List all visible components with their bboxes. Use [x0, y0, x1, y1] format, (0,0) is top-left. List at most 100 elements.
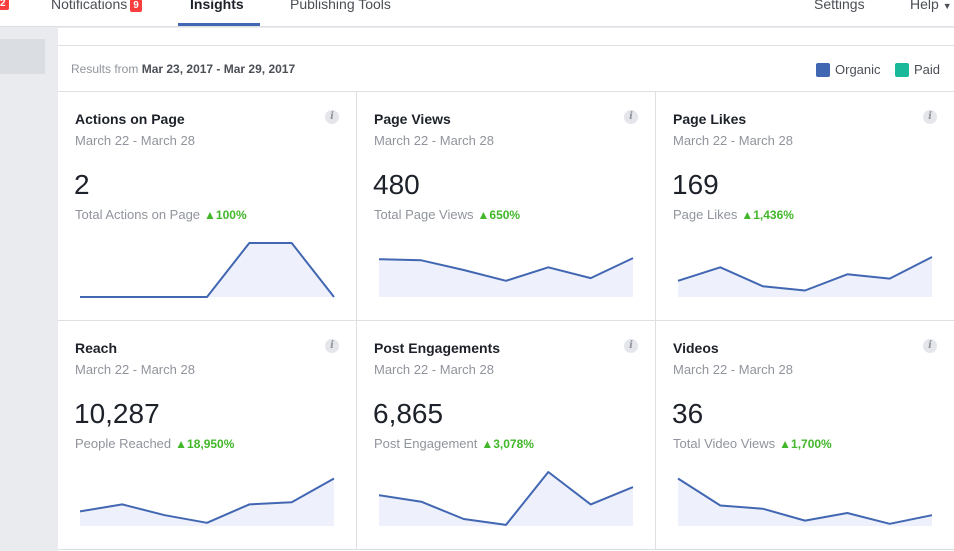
card-value: 169 — [672, 169, 719, 200]
sparkline-organic-line — [378, 471, 634, 526]
trend-change-value: 100% — [215, 208, 247, 222]
info-icon[interactable]: i — [923, 339, 937, 353]
help-menu[interactable]: Help ▼ — [910, 0, 952, 12]
legend-organic-label: Organic — [835, 62, 881, 77]
trend-change: ▲100% — [204, 208, 247, 222]
insights-overview-panel: Results from Mar 23, 2017 - Mar 29, 2017… — [58, 28, 954, 551]
results-range-text: Results from Mar 23, 2017 - Mar 29, 2017 — [71, 62, 295, 76]
card-title: Reach — [75, 340, 118, 356]
active-tab-indicator — [178, 23, 260, 26]
sparkline-area — [80, 243, 334, 297]
card-title: Videos — [673, 340, 719, 356]
sparkline-organic-line — [677, 256, 933, 292]
card-title: Actions on Page — [75, 111, 185, 127]
card-date-range: March 22 - March 28 — [374, 133, 494, 148]
card-reach[interactable]: Reach March 22 - March 28 i 10,287 Peopl… — [58, 321, 357, 550]
results-prefix: Results from — [71, 62, 139, 76]
trend-change-value: 3,078% — [493, 437, 534, 451]
tab-publishing-tools[interactable]: Publishing Tools — [290, 0, 391, 12]
tab-insights-label: Insights — [190, 0, 244, 12]
tab-notifications[interactable]: Notifications 9 — [51, 0, 142, 12]
sparkline-organic-line — [80, 242, 335, 298]
card-value: 10,287 — [74, 398, 160, 429]
card-page-likes[interactable]: Page Likes March 22 - March 28 i 169 Pag… — [656, 92, 954, 321]
sparkline-organic-line — [79, 477, 335, 524]
card-sub-label: Total Actions on Page — [75, 207, 201, 222]
info-icon[interactable]: i — [923, 110, 937, 124]
trend-change: ▲1,436% — [741, 208, 794, 222]
card-date-range: March 22 - March 28 — [673, 133, 793, 148]
trend-change-value: 650% — [489, 208, 521, 222]
card-subtitle: People Reached ▲18,950% — [75, 436, 234, 451]
card-sub-label: Total Video Views — [673, 436, 776, 451]
sparkline-area — [80, 478, 334, 526]
card-date-range: March 22 - March 28 — [374, 362, 494, 377]
legend-paid: Paid — [895, 62, 940, 77]
sparkline — [378, 257, 634, 297]
sparkline-organic-line — [677, 477, 933, 525]
tab-insights[interactable]: Insights — [190, 0, 244, 12]
trend-change-value: 1,700% — [791, 437, 832, 451]
card-actions-on-page[interactable]: Actions on Page March 22 - March 28 i 2 … — [58, 92, 357, 321]
results-date-range: Mar 23, 2017 - Mar 29, 2017 — [141, 62, 296, 76]
card-subtitle: Total Page Views ▲650% — [374, 207, 520, 222]
card-date-range: March 22 - March 28 — [75, 133, 195, 148]
chevron-down-icon: ▼ — [942, 1, 952, 11]
card-date-range: March 22 - March 28 — [75, 362, 195, 377]
notifications-count-badge: 9 — [130, 0, 142, 12]
organic-swatch — [816, 63, 830, 77]
card-videos[interactable]: Videos March 22 - March 28 i 36 Total Vi… — [656, 321, 954, 550]
sidebar-selected-item[interactable] — [0, 39, 45, 74]
info-icon[interactable]: i — [325, 110, 339, 124]
sparkline — [677, 477, 933, 526]
info-icon[interactable]: i — [624, 110, 638, 124]
card-subtitle: Total Video Views ▲1,700% — [673, 436, 832, 451]
card-value: 36 — [672, 398, 704, 429]
card-sub-label: Post Engagement — [374, 436, 478, 451]
card-subtitle: Total Actions on Page ▲100% — [75, 207, 247, 222]
card-date-range: March 22 - March 28 — [673, 362, 793, 377]
sparkline-area — [678, 257, 932, 297]
trend-change: ▲650% — [477, 208, 521, 222]
settings-link[interactable]: Settings — [814, 0, 865, 12]
card-title: Page Views — [374, 111, 451, 127]
help-label: Help — [910, 0, 939, 12]
sparkline — [378, 471, 634, 526]
sparkline-area — [379, 472, 633, 526]
tab-publishing-tools-label: Publishing Tools — [290, 0, 391, 12]
trend-change-value: 18,950% — [187, 437, 235, 451]
trend-change-value: 1,436% — [753, 208, 794, 222]
info-icon[interactable]: i — [325, 339, 339, 353]
trend-change: ▲1,700% — [779, 437, 832, 451]
card-value: 2 — [74, 169, 90, 200]
trend-change: ▲3,078% — [481, 437, 534, 451]
card-sub-label: Page Likes — [673, 207, 738, 222]
legend-paid-label: Paid — [914, 62, 941, 77]
settings-label: Settings — [814, 0, 865, 12]
trend-change: ▲18,950% — [175, 437, 235, 451]
panel-header-spacer — [58, 28, 954, 46]
info-icon[interactable]: i — [624, 339, 638, 353]
top-nav-bar: 2 Notifications 9 Insights Publishing Too… — [0, 0, 954, 27]
card-sub-label: Total Page Views — [374, 207, 474, 222]
sparkline-organic-line — [378, 257, 634, 282]
card-post-engagements[interactable]: Post Engagements March 22 - March 28 i 6… — [357, 321, 656, 550]
legend-organic: Organic — [816, 62, 881, 77]
page-notification-badge: 2 — [0, 0, 9, 10]
card-title: Post Engagements — [374, 340, 501, 356]
sparkline — [79, 477, 335, 526]
sparkline-area — [379, 258, 633, 297]
card-title: Page Likes — [673, 111, 747, 127]
card-subtitle: Post Engagement ▲3,078% — [374, 436, 534, 451]
sparkline — [677, 256, 933, 297]
paid-swatch — [895, 63, 909, 77]
card-page-views[interactable]: Page Views March 22 - March 28 i 480 Tot… — [357, 92, 656, 321]
card-subtitle: Page Likes ▲1,436% — [673, 207, 794, 222]
card-sub-label: People Reached — [75, 436, 172, 451]
results-range-bar: Results from Mar 23, 2017 - Mar 29, 2017… — [58, 47, 954, 92]
sparkline-area — [678, 478, 932, 526]
card-value: 480 — [373, 169, 420, 200]
sparkline — [80, 242, 335, 298]
card-value: 6,865 — [373, 398, 444, 429]
tab-notifications-label: Notifications — [51, 0, 128, 12]
